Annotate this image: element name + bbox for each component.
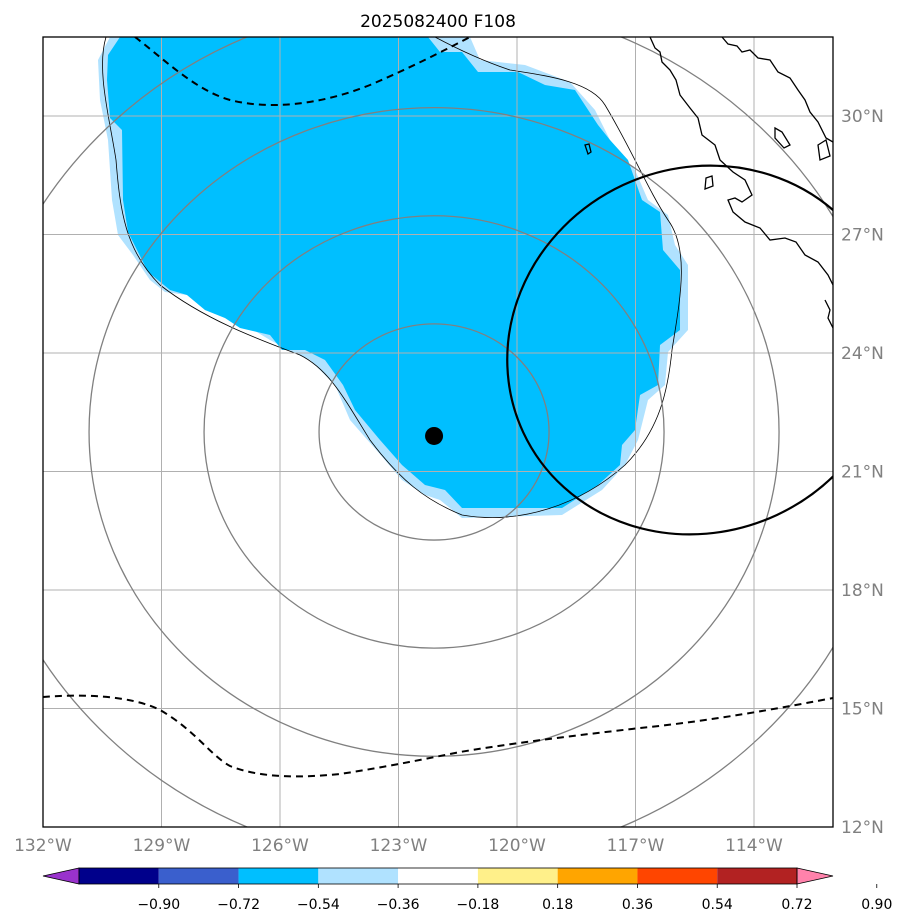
colorbar-tick-label: 0.18 (542, 897, 573, 913)
range-ring (318, 323, 550, 541)
lat-tick-label: 12°N (841, 818, 884, 838)
longitude-tick-labels: 132°W 129°W 126°W 123°W 120°W 117°W 114°W (14, 836, 783, 856)
colorbar-box (477, 868, 558, 884)
region-outline (102, 37, 682, 518)
filled-region (107, 37, 680, 508)
coastline (584, 37, 833, 329)
lat-tick-label: 21°N (841, 463, 884, 483)
colorbar-frame (78, 867, 798, 885)
lat-tick-label: 15°N (841, 700, 884, 720)
colorbar-box (158, 868, 239, 884)
latitude-tick-labels: 12°N 15°N 18°N 21°N 24°N 27°N 30°N (841, 107, 884, 838)
colorbar-tick-label: −0.54 (297, 897, 340, 913)
lat-lon-grid (43, 37, 833, 827)
colorbar-tick-label: 0.90 (861, 897, 892, 913)
dashed-contour-north (134, 37, 471, 106)
lat-tick-label: 27°N (841, 226, 884, 246)
range-ring (203, 215, 665, 649)
colorbar-tick-label: −0.90 (137, 897, 180, 913)
colorbar-box (398, 868, 478, 884)
lon-tick-label: 120°W (488, 836, 546, 856)
colorbar-box (557, 868, 638, 884)
lon-tick-label: 126°W (251, 836, 309, 856)
map-frame (42, 36, 834, 828)
colorbar-extend-min (42, 867, 80, 885)
colorbar-box (79, 868, 159, 884)
lon-tick-label: 117°W (607, 836, 665, 856)
colorbar-tick-label: −0.36 (377, 897, 420, 913)
lon-tick-label: 114°W (725, 836, 783, 856)
lon-tick-label: 123°W (370, 836, 428, 856)
range-ring (88, 107, 780, 757)
colorbar-box (318, 868, 399, 884)
colorbar-extend-max (796, 867, 834, 885)
colorbar: −0.90 −0.72 −0.54 −0.36 −0.18 0.18 0.36 0.54 0.7… (42, 867, 892, 913)
lon-tick-label: 129°W (133, 836, 191, 856)
lat-tick-label: 24°N (841, 344, 884, 364)
colorbar-tick-label: 0.36 (622, 897, 653, 913)
map-area (43, 37, 833, 827)
lon-tick-label: 132°W (14, 836, 72, 856)
colorbar-box (238, 868, 319, 884)
solid-contour (506, 164, 833, 536)
colorbar-box (637, 868, 718, 884)
colorbar-tick-label: −0.18 (456, 897, 499, 913)
colorbar-box (717, 868, 797, 884)
colorbar-tick-label: 0.54 (702, 897, 733, 913)
dashed-contour-south (43, 694, 833, 778)
lat-tick-label: 30°N (841, 107, 884, 127)
lat-tick-label: 18°N (841, 581, 884, 601)
colorbar-tick-label: 0.72 (781, 897, 812, 913)
colorbar-tick-label: −0.72 (217, 897, 260, 913)
range-rings (43, 37, 833, 827)
chart-title: 2025082400 F108 (360, 12, 516, 32)
storm-center-marker (425, 426, 444, 445)
